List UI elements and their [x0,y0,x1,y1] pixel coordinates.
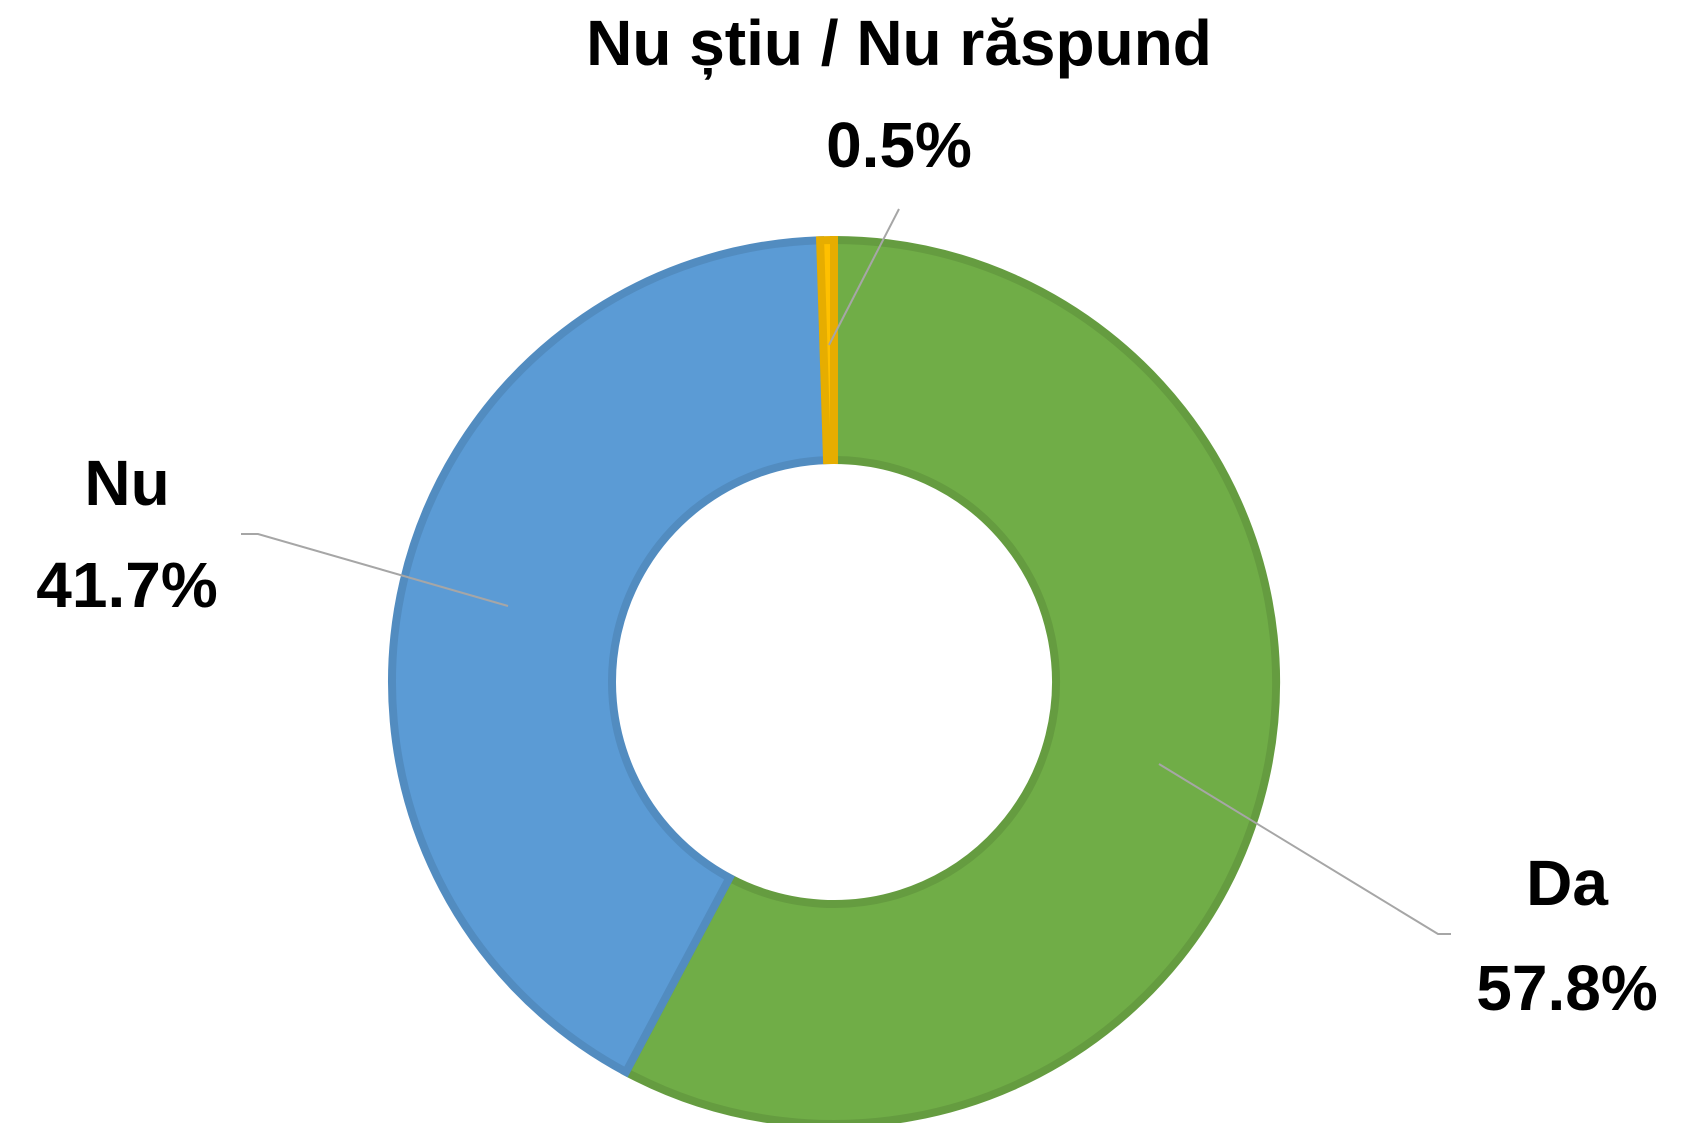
donut-slice [388,236,832,1078]
donut-slice [815,235,838,465]
category-label: Da [1526,847,1608,919]
value-label: 57.8% [1476,952,1657,1024]
leader-line [241,533,509,607]
category-label: Nu [84,447,169,519]
donut-slice [620,235,1280,1123]
leader-line [1158,763,1451,935]
category-label: Nu știu / Nu răspund [586,7,1212,80]
value-label: 0.5% [826,109,972,181]
value-label: 41.7% [36,549,217,621]
leader-line [828,208,900,346]
